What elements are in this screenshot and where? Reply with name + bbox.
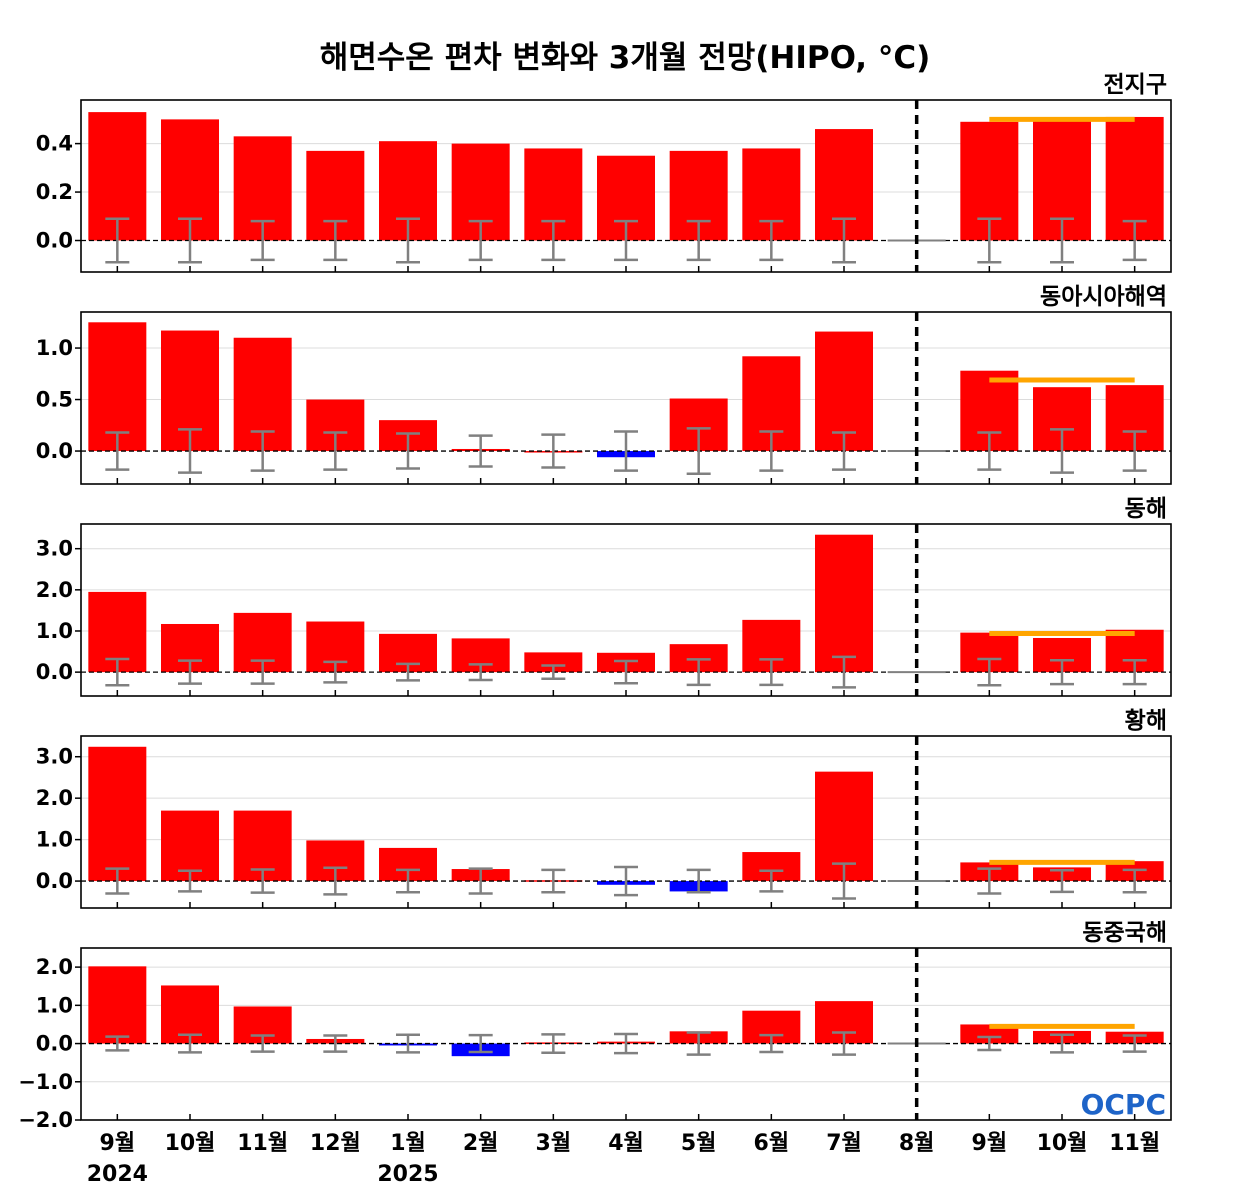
- y-tick-label: 3.0: [36, 537, 73, 561]
- y-tick-label: 0.4: [36, 132, 73, 156]
- y-tick-label: 0.0: [36, 869, 73, 893]
- year-label: 2024: [87, 1162, 148, 1187]
- panel-1: 동아시아해역 0.0 0.5 1.0: [36, 284, 1172, 485]
- y-tick-label: 2.0: [36, 786, 73, 810]
- panel-4: 동중국해 −2.0 −1.0 0.0 1.0 2.0: [18, 920, 1172, 1132]
- region-label: 동중국해: [1082, 920, 1167, 946]
- x-tick-label: 9월: [972, 1131, 1008, 1156]
- bar: [960, 1024, 1019, 1044]
- x-tick-label: 12월: [310, 1131, 361, 1156]
- chart-title: 해면수온 편차 변화와 3개월 전망(HIPO, °C): [320, 40, 931, 76]
- bar: [88, 746, 147, 882]
- x-tick-label: 6월: [754, 1131, 790, 1156]
- panel-frame: [80, 523, 1172, 697]
- bar: [524, 652, 583, 673]
- y-tick-label: −2.0: [18, 1108, 73, 1132]
- y-tick-label: 0.0: [36, 1032, 73, 1056]
- panel-frame: [80, 947, 1172, 1121]
- y-tick-label: 1.0: [36, 993, 73, 1017]
- y-tick-label: 0.0: [36, 439, 73, 463]
- y-tick-label: 1.0: [36, 828, 73, 852]
- x-tick-label: 5월: [681, 1131, 717, 1156]
- panel-frame: [80, 311, 1172, 485]
- x-tick-label: 2월: [463, 1131, 499, 1156]
- y-tick-label: 3.0: [36, 745, 73, 769]
- x-tick-label: 1월: [390, 1131, 426, 1156]
- bar: [161, 810, 219, 882]
- bar: [815, 534, 873, 673]
- panel-frame: [80, 99, 1172, 273]
- x-tick-label: 3월: [536, 1131, 572, 1156]
- x-axis: 9월 10월 11월 12월 1월 2월 3월 4월 5월 6월 7월 8월 9월 10월 11월 2024 2…: [87, 1131, 1160, 1187]
- y-tick-label: 1.0: [36, 619, 73, 643]
- panels: 전지구 0.0 0.2 0.4 동아시아해역 0.0 0.5 1.0 동해 0.0 1.0 2.0 3.…: [18, 72, 1172, 1132]
- year-label: 2025: [377, 1162, 438, 1187]
- logo-text: OCPC: [1081, 1088, 1166, 1121]
- region-label: 동아시아해역: [1040, 284, 1167, 310]
- region-label: 동해: [1125, 496, 1167, 522]
- x-tick-label: 7월: [826, 1131, 862, 1156]
- x-tick-label: 10월: [1037, 1131, 1088, 1156]
- x-tick-label: 4월: [608, 1131, 644, 1156]
- x-tick-label: 11월: [1109, 1131, 1160, 1156]
- panel-frame: [80, 735, 1172, 909]
- y-tick-label: 0.5: [36, 388, 73, 412]
- bar: [88, 966, 147, 1044]
- ocpc-logo: OCPC: [1081, 1088, 1166, 1121]
- panel-0: 전지구 0.0 0.2 0.4: [36, 72, 1172, 273]
- y-tick-label: 2.0: [36, 955, 73, 979]
- y-tick-label: 2.0: [36, 578, 73, 602]
- y-tick-label: 0.2: [36, 180, 73, 204]
- x-tick-label: 11월: [237, 1131, 288, 1156]
- x-tick-label: 9월: [100, 1131, 136, 1156]
- bar: [88, 322, 147, 452]
- y-tick-label: 1.0: [36, 336, 73, 360]
- region-label: 전지구: [1104, 72, 1167, 98]
- region-label: 황해: [1125, 708, 1167, 734]
- x-tick-label: 8월: [899, 1131, 935, 1156]
- y-tick-label: 0.0: [36, 229, 73, 253]
- y-tick-label: 0.0: [36, 660, 73, 684]
- x-tick-label: 10월: [165, 1131, 216, 1156]
- bar: [815, 331, 873, 452]
- panel-2: 동해 0.0 1.0 2.0 3.0: [36, 496, 1172, 697]
- y-tick-label: −1.0: [18, 1070, 73, 1094]
- panel-3: 황해 0.0 1.0 2.0 3.0: [36, 708, 1172, 909]
